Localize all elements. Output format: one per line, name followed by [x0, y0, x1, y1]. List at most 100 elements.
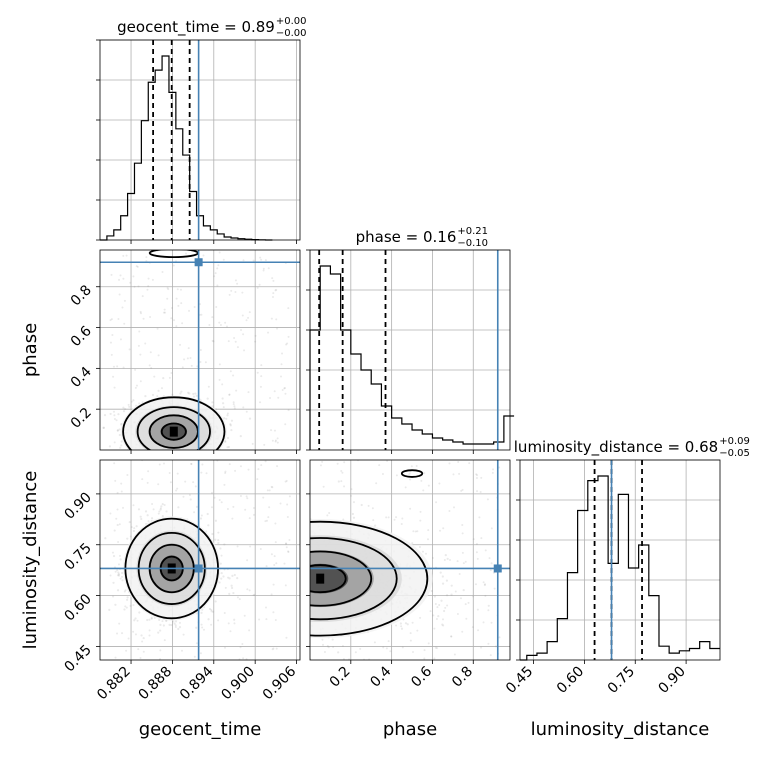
sample-point: [250, 635, 252, 637]
sample-point: [277, 557, 279, 559]
sample-point: [148, 465, 150, 467]
sample-point: [109, 574, 112, 577]
sample-point: [287, 307, 290, 310]
sample-point: [251, 641, 253, 643]
sample-point: [266, 616, 268, 618]
sample-point: [96, 517, 98, 519]
sample-point: [441, 575, 444, 578]
sample-point: [182, 495, 185, 498]
sample-point: [261, 559, 263, 561]
sample-point: [138, 330, 141, 333]
sample-point: [267, 516, 270, 519]
histogram-geocent_time: [100, 55, 273, 241]
sample-point: [113, 418, 116, 421]
sample-point: [472, 538, 475, 541]
sample-point: [239, 465, 242, 468]
sample-point: [490, 562, 493, 565]
sample-point: [146, 514, 149, 517]
title-lower-error: −0.05: [719, 448, 750, 459]
panel-title: geocent_time = 0.89: [117, 18, 275, 37]
sample-point: [227, 472, 229, 474]
sample-point: [238, 624, 240, 626]
sample-point: [493, 587, 496, 590]
sample-point: [292, 569, 294, 571]
sample-point: [300, 580, 302, 582]
sample-point: [303, 579, 305, 581]
sample-point: [228, 393, 231, 396]
sample-point: [409, 478, 412, 481]
y-axis-label: phase: [20, 323, 41, 377]
sample-point: [359, 647, 362, 650]
sample-point: [184, 252, 187, 255]
sample-point: [432, 614, 435, 617]
sample-point: [219, 323, 222, 326]
sample-point: [229, 370, 232, 373]
sample-point: [278, 636, 280, 638]
sample-point: [331, 638, 334, 641]
sample-point: [214, 538, 217, 541]
sample-point: [241, 524, 243, 526]
sample-point: [147, 520, 150, 523]
sample-point: [121, 306, 124, 309]
sample-point: [214, 451, 216, 453]
sample-point: [264, 520, 267, 523]
sample-point: [242, 657, 245, 660]
sample-point: [270, 429, 273, 432]
sample-point: [114, 603, 117, 606]
sample-point: [386, 460, 389, 462]
sample-point: [140, 634, 143, 637]
sample-point: [281, 596, 283, 598]
sample-point: [283, 387, 286, 390]
sample-point: [442, 527, 445, 530]
title-upper-error: +0.21: [457, 226, 488, 237]
sample-point: [195, 394, 198, 397]
sample-point: [279, 556, 281, 558]
sample-point: [416, 629, 419, 632]
sample-point: [433, 627, 436, 630]
sample-point: [222, 406, 225, 409]
sample-point: [225, 560, 227, 562]
sample-point: [326, 644, 329, 647]
sample-point: [124, 605, 127, 608]
sample-point: [160, 387, 163, 390]
sample-point: [328, 511, 331, 514]
sample-point: [158, 463, 161, 466]
sample-point: [227, 622, 230, 625]
sample-point: [196, 365, 199, 368]
sample-point: [272, 583, 275, 586]
sample-point: [288, 538, 291, 541]
sample-point: [116, 574, 119, 577]
sample-point: [225, 417, 228, 420]
sample-point: [263, 600, 265, 602]
sample-point: [222, 575, 225, 578]
sample-point: [132, 630, 135, 633]
sample-point: [283, 555, 285, 557]
sample-point: [161, 502, 164, 506]
sample-point: [260, 560, 262, 562]
sample-point: [162, 624, 165, 627]
sample-point: [190, 364, 193, 367]
sample-point: [220, 501, 223, 504]
sample-point: [448, 462, 451, 465]
sample-point: [480, 646, 483, 649]
sample-point: [337, 651, 340, 654]
x-tick-label: 0.45: [503, 664, 536, 697]
sample-point: [270, 485, 273, 488]
sample-point: [192, 452, 194, 454]
sample-point: [133, 527, 136, 530]
sample-point: [222, 402, 225, 405]
sample-point: [450, 584, 453, 587]
sample-point: [458, 472, 461, 475]
sample-point: [289, 585, 291, 587]
sample-point: [304, 586, 306, 588]
sample-point: [462, 562, 465, 565]
sample-point: [245, 575, 247, 577]
sample-point: [305, 608, 307, 610]
sample-point: [482, 581, 485, 584]
sample-point: [285, 576, 287, 578]
sample-point: [221, 383, 224, 386]
sample-point: [109, 319, 112, 322]
sample-point: [137, 344, 140, 347]
sample-point: [218, 498, 221, 501]
sample-point: [303, 590, 305, 592]
